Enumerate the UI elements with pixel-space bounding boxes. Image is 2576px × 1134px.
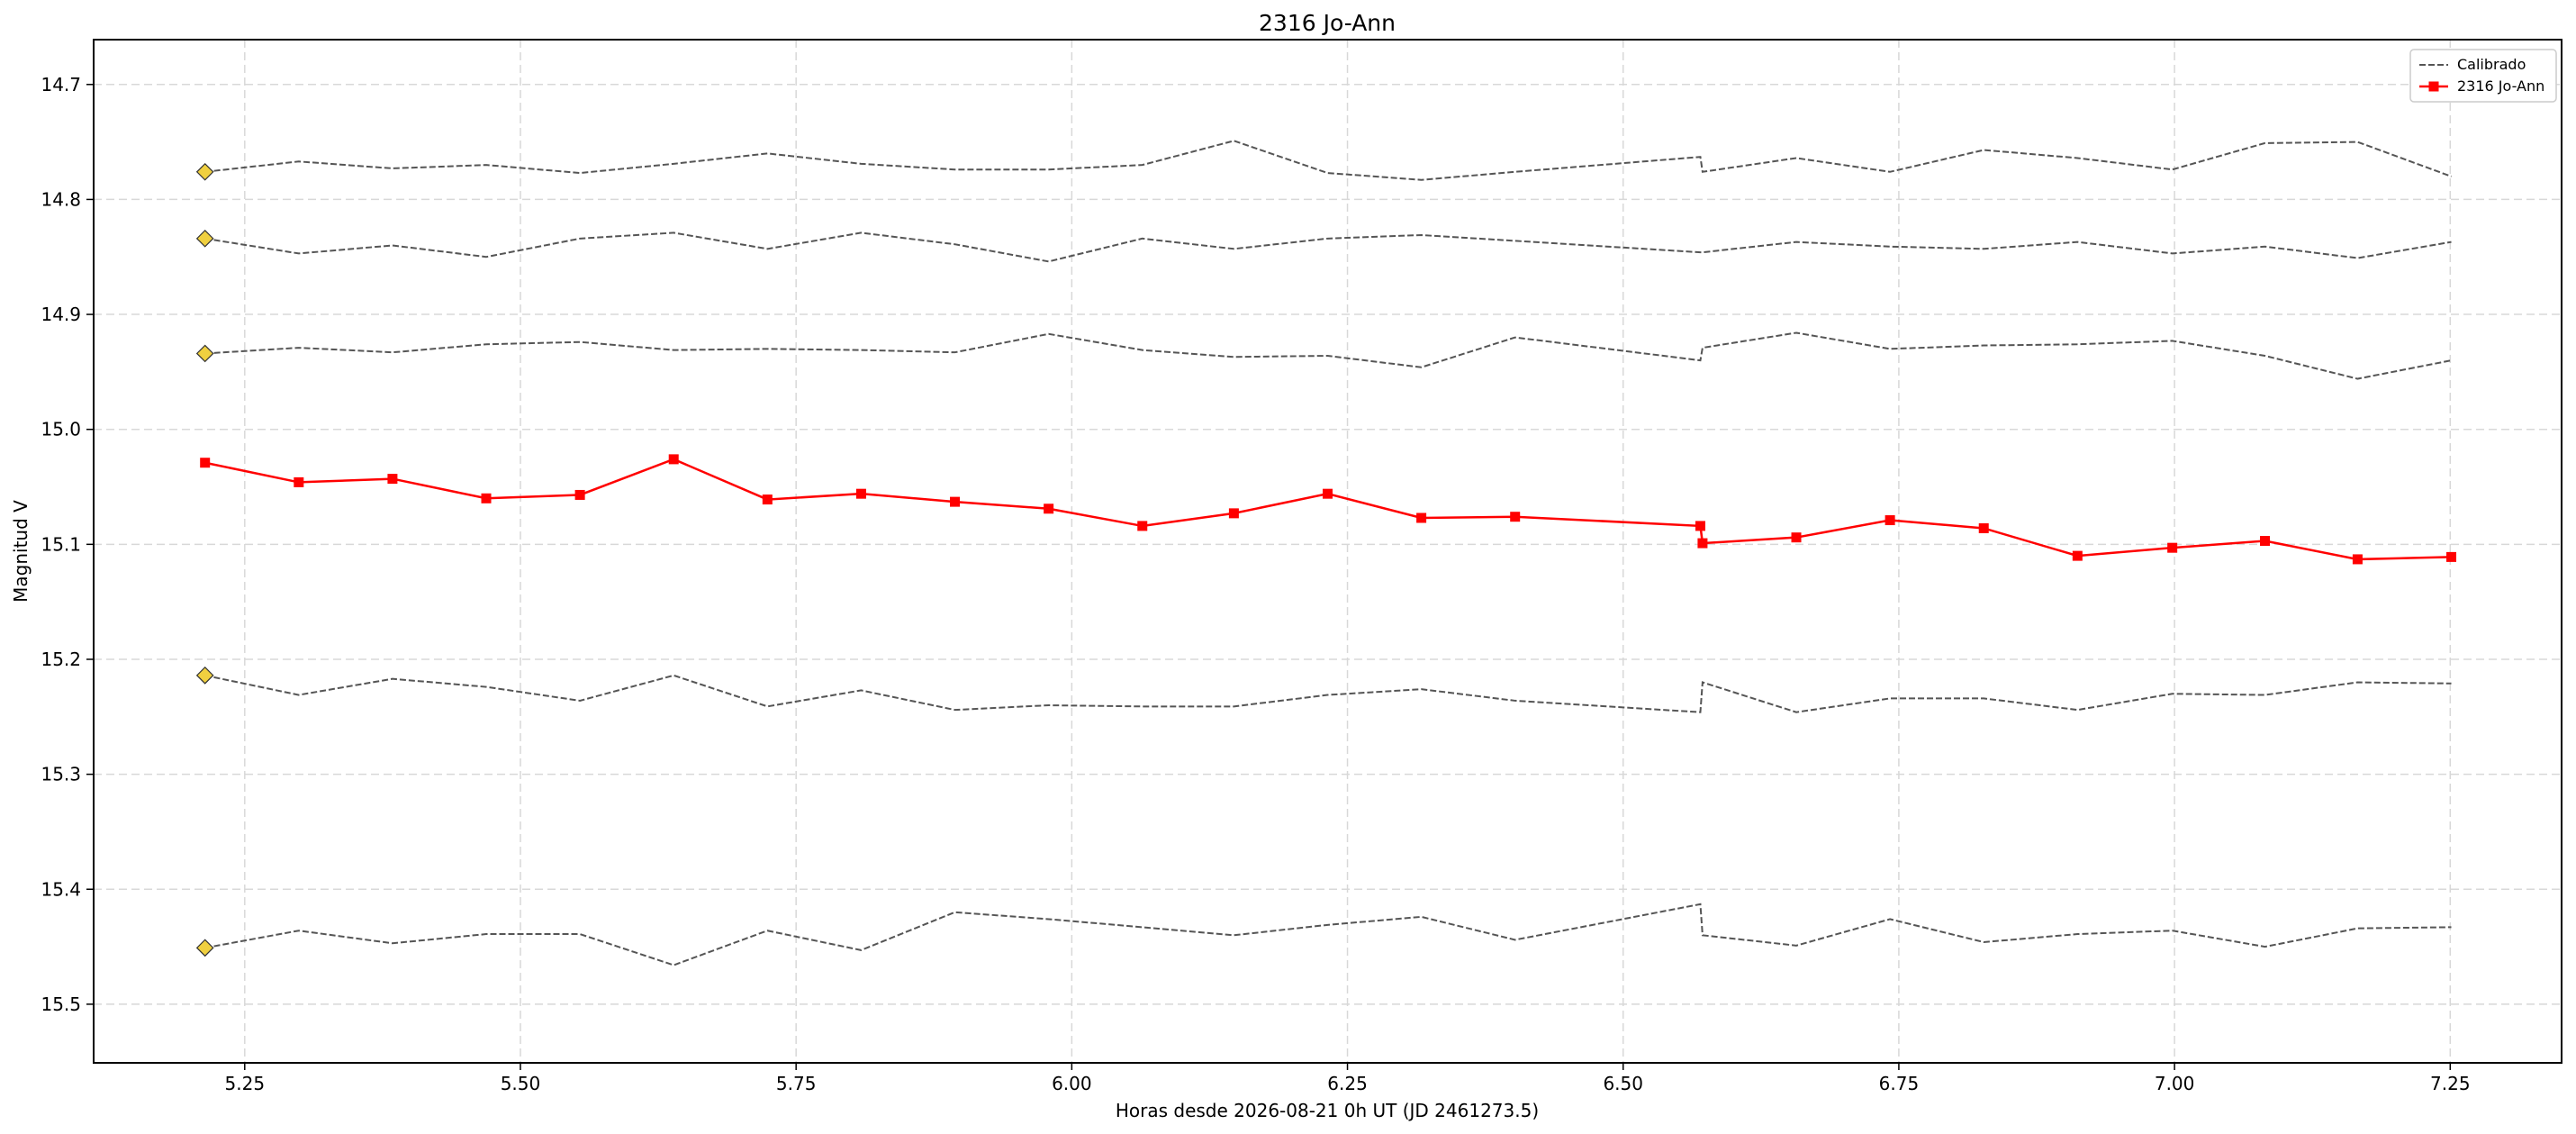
y-tick-label: 14.9 [41, 304, 81, 325]
target-point [1137, 521, 1148, 531]
target-point [762, 494, 773, 505]
target-point [200, 458, 211, 468]
target-point [1978, 522, 1989, 533]
x-tick-label: 6.50 [1603, 1073, 1643, 1094]
x-tick-label: 6.00 [1052, 1073, 1092, 1094]
x-tick-label: 5.50 [501, 1073, 541, 1094]
y-tick-label: 14.7 [41, 74, 81, 95]
reference-marker [195, 667, 214, 685]
target-point [1510, 512, 1521, 522]
y-tick-label: 15.2 [41, 649, 81, 670]
x-tick-label: 6.75 [1879, 1073, 1920, 1094]
x-axis-label: Horas desde 2026-08-21 0h UT (JD 2461273… [1116, 1100, 1539, 1121]
reference-marker [195, 229, 214, 248]
reference-marker [195, 939, 214, 957]
target-point [1791, 532, 1802, 543]
y-tick-label: 15.5 [41, 993, 81, 1015]
target-point [2352, 554, 2363, 565]
target-point [668, 454, 679, 465]
reference-marker [195, 162, 214, 181]
reference-marker [195, 344, 214, 363]
target-point [855, 488, 866, 499]
target-point [1695, 521, 1705, 531]
target-point [2167, 542, 2178, 553]
target-point [1323, 488, 1333, 499]
target-point [294, 476, 304, 487]
y-tick-label: 15.0 [41, 419, 81, 440]
plot-frame [93, 39, 2562, 1064]
calibrated-line [204, 231, 2452, 263]
calibrated-line [204, 140, 2452, 181]
y-tick-label: 15.3 [41, 764, 81, 785]
chart-title: 2316 Jo-Ann [1259, 10, 1396, 36]
target-point [1228, 508, 1239, 519]
legend-swatch-marker [2428, 81, 2439, 92]
target-point [2072, 550, 2083, 561]
x-tick-label: 5.25 [225, 1073, 266, 1094]
legend-box [2409, 49, 2557, 103]
legend-label: Calibrado [2457, 56, 2526, 73]
y-tick-label: 14.8 [41, 188, 81, 210]
target-point [2446, 551, 2457, 562]
target-point [1885, 515, 1895, 526]
x-tick-label: 5.75 [776, 1073, 817, 1094]
target-point [387, 474, 398, 485]
target-point [1044, 503, 1054, 514]
x-tick-label: 6.25 [1327, 1073, 1368, 1094]
target-point [1697, 538, 1708, 549]
y-tick-label: 15.1 [41, 533, 81, 555]
target-point [2260, 536, 2271, 547]
y-axis-label: Magnitud V [10, 500, 32, 603]
x-tick-label: 7.25 [2430, 1073, 2471, 1094]
target-point [574, 489, 585, 500]
target-point [481, 493, 492, 503]
target-point [1416, 513, 1427, 523]
calibrated-line [204, 903, 2452, 966]
calibrated-line [204, 331, 2452, 380]
x-tick-label: 7.00 [2155, 1073, 2195, 1094]
y-tick-label: 15.4 [41, 878, 81, 900]
legend-label: 2316 Jo-Ann [2457, 77, 2544, 95]
calibrated-line [204, 674, 2452, 713]
target-point [950, 496, 961, 507]
